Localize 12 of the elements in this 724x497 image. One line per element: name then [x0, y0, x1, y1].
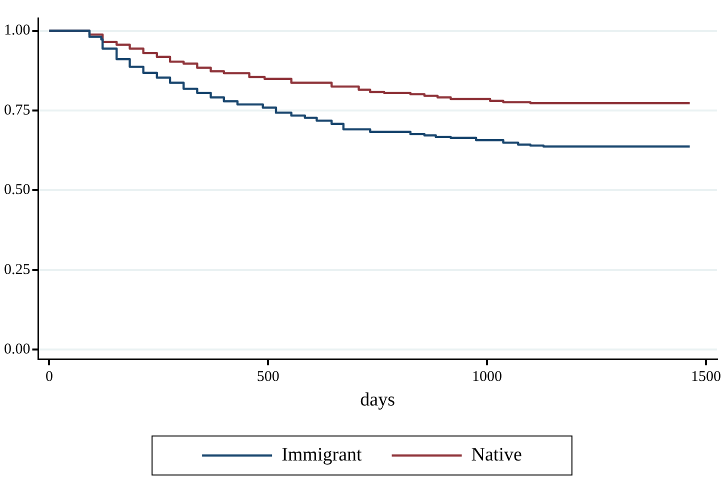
y-tick-label: 0.75	[4, 102, 30, 118]
y-tick-label: 0.50	[4, 182, 30, 198]
x-tick-label: 0	[45, 369, 53, 386]
y-tick-label: 1.00	[4, 22, 30, 39]
x-axis-title: days	[360, 390, 395, 411]
x-tick-label: 1000	[472, 369, 502, 386]
x-tick-label: 500	[256, 369, 280, 386]
x-tick-label: 1500	[690, 369, 721, 386]
y-tick-label: 0.00	[4, 342, 30, 358]
y-tick-label: 0.25	[4, 262, 30, 278]
legend-label: Native	[471, 444, 522, 466]
legend-label: Immigrant	[282, 444, 362, 466]
